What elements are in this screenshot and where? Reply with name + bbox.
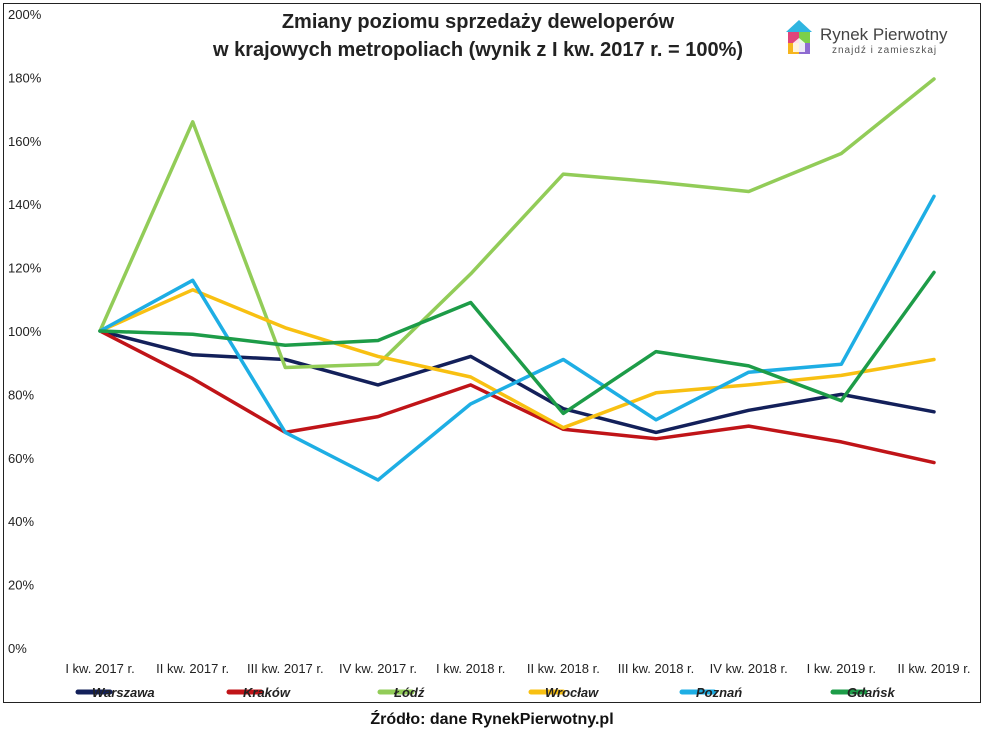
- y-tick-label: 100%: [8, 324, 42, 339]
- brand-logo: Rynek Pierwotny znajdź i zamieszkaj: [786, 20, 948, 56]
- legend-label: Łódź: [393, 685, 425, 700]
- x-tick-label: I kw. 2018 r.: [436, 661, 505, 676]
- y-tick-label: 40%: [8, 514, 34, 529]
- y-tick-label: 200%: [8, 7, 42, 22]
- x-tick-label: III kw. 2018 r.: [618, 661, 695, 676]
- series-lines: [98, 77, 936, 482]
- chart-title-line-1: Zmiany poziomu sprzedaży deweloperów: [282, 11, 675, 33]
- x-axis: I kw. 2017 r. II kw. 2017 r. III kw. 2017 …: [65, 661, 970, 676]
- series-line-Łódź: [98, 77, 936, 370]
- legend-label: Gdańsk: [847, 685, 895, 700]
- legend-label: Poznań: [696, 685, 742, 700]
- y-tick-label: 80%: [8, 387, 34, 402]
- legend-label: Wrocław: [545, 685, 599, 700]
- legend-label: Warszawa: [92, 685, 155, 700]
- y-tick-label: 120%: [8, 261, 42, 276]
- x-tick-label: II kw. 2017 r.: [156, 661, 229, 676]
- legend: Warszawa Kraków Łódź Wrocław Poznań Gdańsk: [75, 685, 895, 700]
- legend-label: Kraków: [243, 685, 291, 700]
- chart-title-line-2: w krajowych metropoliach (wynik z I kw. …: [212, 39, 743, 61]
- series-line-Kraków: [98, 329, 936, 465]
- y-axis: 0% 20% 40% 60% 80% 100% 120% 140% 160% 180% 200%: [8, 7, 42, 656]
- brand-name: Rynek Pierwotny: [820, 25, 948, 44]
- y-tick-label: 180%: [8, 70, 42, 85]
- source-note: Źródło: dane RynekPierwotny.pl: [370, 709, 613, 728]
- x-tick-label: I kw. 2017 r.: [65, 661, 134, 676]
- series-line-Poznań: [98, 194, 936, 482]
- y-tick-label: 60%: [8, 451, 34, 466]
- house-icon: [786, 20, 812, 54]
- brand-tagline: znajdź i zamieszkaj: [832, 45, 937, 56]
- y-tick-label: 140%: [8, 197, 42, 212]
- x-tick-label: III kw. 2017 r.: [247, 661, 324, 676]
- x-tick-label: IV kw. 2017 r.: [339, 661, 417, 676]
- x-tick-label: II kw. 2018 r.: [527, 661, 600, 676]
- chart-frame: [3, 3, 981, 703]
- x-tick-label: IV kw. 2018 r.: [710, 661, 788, 676]
- series-line-Gdańsk: [98, 270, 936, 416]
- y-tick-label: 0%: [8, 641, 27, 656]
- x-tick-label: I kw. 2019 r.: [807, 661, 876, 676]
- x-tick-label: II kw. 2019 r.: [898, 661, 971, 676]
- y-tick-label: 160%: [8, 134, 42, 149]
- y-tick-label: 20%: [8, 578, 34, 593]
- series-line-Wrocław: [98, 288, 936, 430]
